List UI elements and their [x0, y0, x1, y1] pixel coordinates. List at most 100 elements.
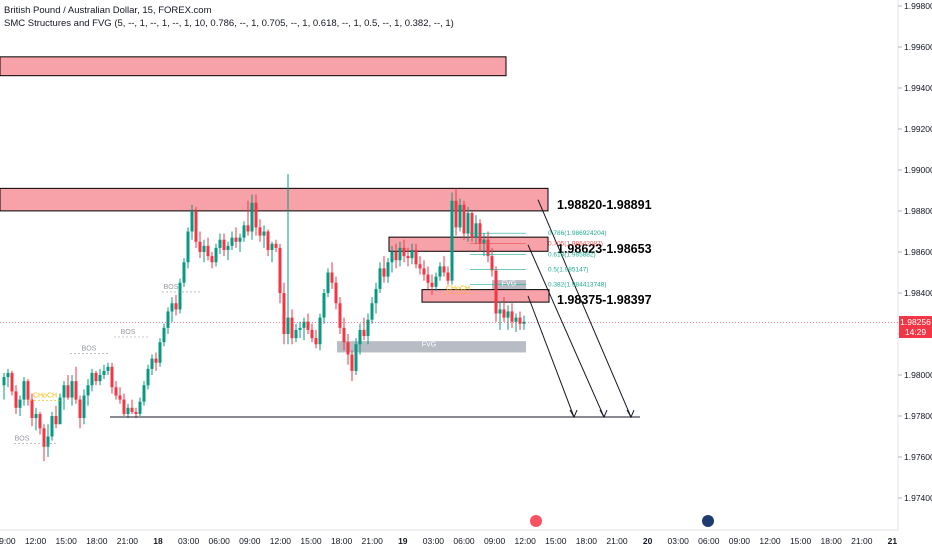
x-tick-label: 19	[398, 536, 408, 546]
candle-body	[90, 372, 94, 386]
candle-body	[214, 247, 218, 263]
candle-body	[330, 272, 334, 283]
x-tick-label: 06:00	[209, 536, 231, 546]
x-tick-label: 09:00	[0, 536, 16, 546]
candle-body	[422, 268, 426, 275]
candle-body	[258, 227, 262, 236]
candle-body	[386, 262, 390, 277]
candle-body	[18, 399, 22, 408]
candle-body	[390, 252, 394, 263]
fib-label: 0.705(1.98642087)	[548, 240, 603, 247]
candle-body	[382, 268, 386, 277]
candle-body	[34, 413, 38, 419]
candle-body	[414, 249, 418, 265]
structure-label: BOS	[164, 284, 179, 291]
x-tick-label: 18:00	[576, 536, 598, 546]
projection-arrow-head	[569, 409, 578, 419]
candle-body	[278, 247, 282, 293]
candle-body	[274, 243, 278, 248]
candle-body	[226, 245, 230, 250]
candle-body	[458, 204, 462, 228]
candle-body	[474, 223, 478, 238]
zone-rect	[0, 187, 549, 212]
candle-body	[174, 303, 178, 310]
candle-body	[398, 247, 402, 261]
structure-label: BOS	[82, 345, 97, 352]
chart-header: British Pound / Australian Dollar, 15, F…	[4, 4, 454, 30]
candle-body	[242, 225, 246, 238]
candle-body	[434, 276, 438, 287]
candle-body	[402, 247, 406, 257]
x-tick-label: 03:00	[423, 536, 445, 546]
y-tick-label: 1.98400	[904, 288, 932, 298]
structure-label: CHoCH	[446, 286, 470, 293]
y-tick-label: 1.97400	[904, 493, 932, 503]
candle-body	[394, 252, 398, 261]
y-axis-ticks: 1.99800 1.99600 1.99400 1.99200 1.99000 1.988…	[898, 1, 932, 503]
x-tick-label: 03:00	[178, 536, 200, 546]
candle-body	[190, 211, 194, 232]
candle-body	[42, 428, 46, 447]
y-tick-label: 1.98800	[904, 206, 932, 216]
candle-body	[198, 241, 202, 252]
current-price-value: 1.98256	[900, 317, 931, 327]
x-tick-label: 09:00	[729, 536, 751, 546]
calendar-event-icon[interactable]	[702, 515, 714, 527]
candle-body	[178, 282, 182, 310]
candle-body	[470, 213, 474, 238]
x-tick-label: 18:00	[821, 536, 843, 546]
x-tick-label: 15:00	[545, 536, 567, 546]
candle-body	[450, 200, 454, 281]
x-tick-label: 15:00	[300, 536, 322, 546]
event-icons	[530, 515, 714, 527]
candle-body	[126, 407, 130, 414]
candle-body	[50, 416, 54, 437]
candle-body	[94, 372, 98, 382]
candle-body	[266, 231, 270, 250]
candle-body	[502, 309, 506, 318]
candle-body	[314, 338, 318, 345]
candle-body	[370, 303, 374, 320]
candle-body	[250, 202, 254, 232]
x-tick-label: 15:00	[790, 536, 812, 546]
candle-body	[130, 407, 134, 412]
candle-body	[234, 237, 238, 242]
candle-body	[510, 311, 514, 322]
candle-body	[290, 317, 294, 339]
candle-body	[118, 395, 122, 400]
candle-body	[162, 327, 166, 343]
candle-body	[494, 270, 498, 314]
candle-body	[270, 243, 274, 250]
calendar-event-icon[interactable]	[530, 515, 542, 527]
candle-body	[170, 303, 174, 312]
x-tick-label: 03:00	[668, 536, 690, 546]
candle-body	[490, 256, 494, 271]
candle-body	[466, 213, 470, 234]
zone-label: 1.98820-1.98891	[557, 198, 652, 212]
candle-body	[286, 317, 290, 334]
fib-label: 0.5(1.985147)	[548, 266, 588, 273]
candle-body	[354, 344, 358, 371]
y-tick-label: 1.99400	[904, 83, 932, 93]
candle-body	[138, 401, 142, 414]
zone-rect	[421, 289, 550, 303]
candle-body	[10, 372, 14, 392]
candle-body	[326, 272, 330, 293]
candle-body	[222, 239, 226, 250]
candle-body	[142, 385, 146, 402]
fib-label: 0.786(1.986924204)	[548, 230, 607, 237]
candle-body	[298, 327, 302, 330]
candle-body	[358, 329, 362, 345]
candle-body	[98, 375, 102, 382]
candle-body	[62, 385, 66, 398]
candle-body	[26, 381, 30, 400]
candle-body	[350, 354, 354, 371]
x-tick-label: 21	[888, 536, 898, 546]
candle-body	[306, 321, 310, 330]
candle-body	[230, 237, 234, 246]
candle-body	[194, 211, 198, 242]
zone-label: 1.98375-1.98397	[557, 293, 652, 307]
structure-label: BOS	[15, 436, 30, 443]
y-tick-label: 1.97600	[904, 452, 932, 462]
